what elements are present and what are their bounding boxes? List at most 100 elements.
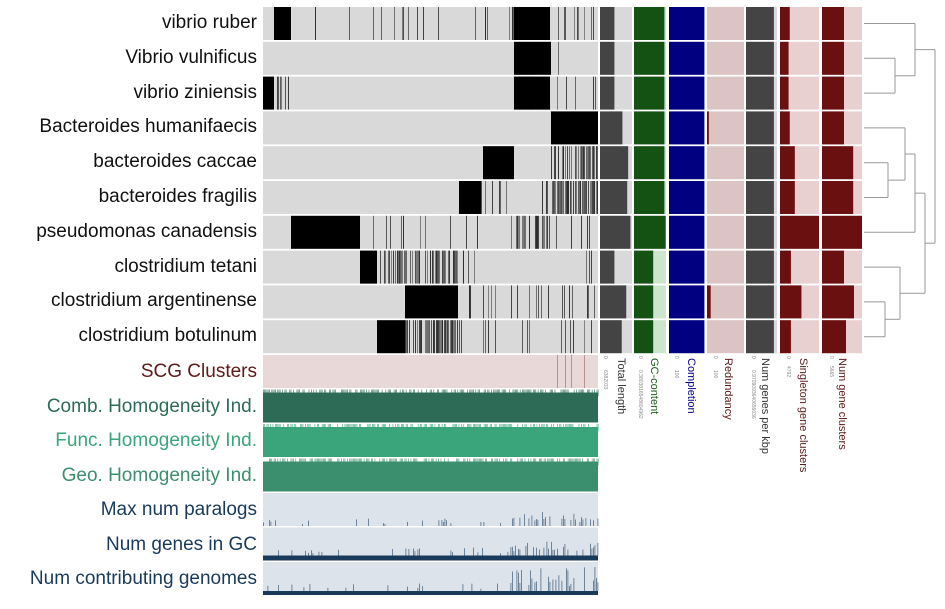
count-mark [546,541,548,556]
homogeneity-mark [290,389,292,395]
genome-label[interactable]: bacteroides caccae [93,151,257,172]
gene-cluster-mark [527,320,528,354]
homogeneity-mark [309,424,311,428]
homogeneity-mark [522,458,523,463]
homogeneity-mark [596,458,598,462]
layer-label-scg-clusters[interactable]: SCG Clusters [140,361,257,382]
homogeneity-mark [495,458,497,464]
count-mark [549,581,551,591]
gene-cluster-mark [391,250,392,284]
gene-cluster-mark [592,181,593,214]
layer-label-max-num-paralogs[interactable]: Max num paralogs [100,499,257,520]
metadata-bar [780,41,789,75]
count-mark [585,518,587,526]
homogeneity-mark [577,458,579,465]
homogeneity-mark [569,424,570,430]
genome-label[interactable]: clostridium argentinense [51,290,257,311]
gene-cluster-mark [445,320,446,354]
layer-label-num-genes-in-gc[interactable]: Num genes in GC [105,534,257,555]
metadata-bar [600,250,615,284]
homogeneity-mark [497,458,498,463]
count-mark [519,549,521,556]
scg-clusters-track [263,355,598,388]
genome-label[interactable]: clostridium tetani [114,256,257,277]
homogeneity-mark [541,389,543,396]
gene-cluster-mark [423,7,424,40]
column-label-gc-content[interactable]: GC-content [648,358,660,415]
column-label-num-gene-clusters[interactable]: Num gene clusters [836,358,848,450]
count-mark [308,520,309,526]
count-mark [422,520,423,526]
column-label-completion[interactable]: Completion [685,358,697,414]
homogeneity-mark [588,424,589,431]
layer-label-geo-homogeneity[interactable]: Geo. Homogeneity Ind. [61,465,257,486]
metadata-bar [634,285,654,319]
column-label-redundancy[interactable]: Redundancy [722,358,734,420]
homogeneity-mark [415,458,417,463]
homogeneity-mark [337,458,339,462]
homogeneity-mark [566,424,568,428]
genome-label[interactable]: clostridium botulinum [78,325,257,346]
layer-label-func-homogeneity[interactable]: Func. Homogeneity Ind. [55,430,257,451]
genome-label[interactable]: vibrio ruber [161,12,257,33]
homogeneity-mark [468,424,469,430]
homogeneity-mark [410,458,412,464]
layer-label-num-contributing-genomes[interactable]: Num contributing genomes [29,568,257,589]
homogeneity-mark [356,389,358,393]
genome-label[interactable]: Vibrio vulnificus [125,47,257,68]
count-mark [557,548,558,556]
homogeneity-mark [528,389,529,395]
count-mark [338,549,339,556]
column-label-num-genes-per-kbp[interactable]: Num genes per kbp [759,358,771,454]
count-mark [540,568,542,591]
layer-label-comb-homogeneity[interactable]: Comb. Homogeneity Ind. [46,396,257,417]
column-label-singleton-gene-clusters[interactable]: Singleton gene clusters [797,358,809,473]
homogeneity-mark [444,458,445,465]
count-mark [567,570,569,591]
gene-cluster-mark [522,320,523,354]
homogeneity-mark [344,389,346,396]
homogeneity-mark [539,424,540,431]
gene-cluster-mark [415,320,416,354]
homogeneity-mark [439,424,441,428]
gene-cluster-mark [591,7,592,40]
column-label-total-length[interactable]: Total length [615,358,627,415]
homogeneity-mark [314,424,316,430]
gene-cluster-mark [495,285,496,319]
homogeneity-mark [324,458,325,463]
homogeneity-mark [453,424,455,429]
gene-cluster-mark [570,181,571,214]
gene-cluster-mark [444,250,445,284]
gene-cluster-mark [571,215,572,249]
homogeneity-mark [355,389,357,395]
gene-cluster-mark [417,7,418,40]
homogeneity-mark [530,389,532,395]
homogeneity-mark [348,424,349,430]
homogeneity-mark [546,424,547,429]
count-mark [552,579,554,591]
homogeneity-mark [572,458,574,466]
gene-cluster-mark [591,250,592,284]
gene-cluster-mark [560,181,561,214]
genome-label[interactable]: vibrio ziniensis [133,82,257,103]
genome-label[interactable]: pseudomonas canadensis [36,221,257,242]
genome-label[interactable]: bacteroides fragilis [98,186,257,207]
homogeneity-mark [591,389,593,395]
genome-metadata-columns[interactable] [600,7,862,354]
homogeneity-mark [323,458,324,465]
metadata-bar [746,181,774,214]
gene-cluster-mark [586,181,587,214]
metadata-bar [634,7,665,40]
layer-tracks[interactable] [263,355,599,595]
count-mark [302,523,303,526]
genome-label[interactable]: Bacteroides humanifaecis [39,116,257,137]
genome-dendrogram[interactable] [864,23,936,338]
gene-cluster-mark [594,146,595,180]
count-mark [309,584,311,591]
count-mark [597,582,599,591]
gene-cluster-mark [566,181,567,214]
gene-presence-matrix[interactable] [263,7,598,354]
homogeneity-mark [291,424,293,429]
gene-cluster-mark [564,7,565,40]
